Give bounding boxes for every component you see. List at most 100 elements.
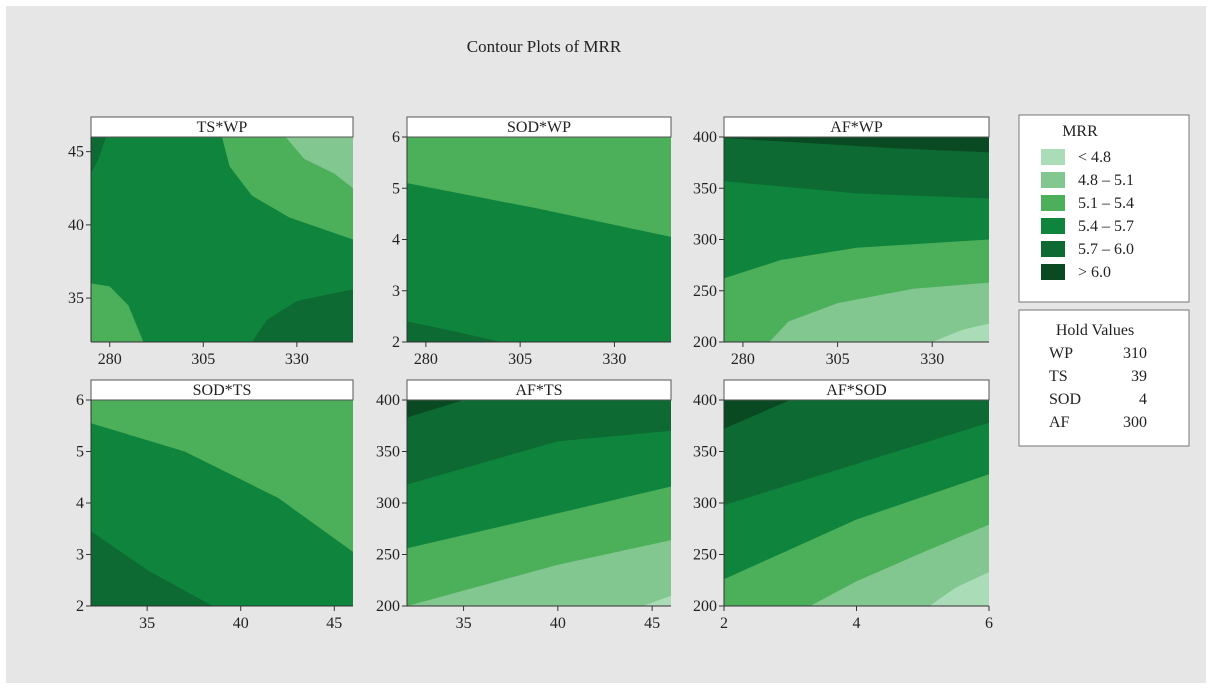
panel-af-sod: AF*SOD 2 4 6 200 250 300 350 400 bbox=[693, 379, 993, 632]
legend-label: 4.8 – 5.1 bbox=[1078, 172, 1134, 189]
hold-values-title: Hold Values bbox=[1056, 322, 1134, 339]
legend-label: 5.4 – 5.7 bbox=[1078, 218, 1134, 235]
hold-value-name: WP bbox=[1049, 345, 1073, 362]
legend: MRR < 4.8 4.8 – 5.1 5.1 – 5.4 5.4 – 5.7 5.7 … bbox=[1018, 114, 1190, 303]
contour-region bbox=[91, 137, 106, 174]
y-tick-label: 2 bbox=[76, 598, 84, 615]
x-tick-label: 6 bbox=[985, 615, 993, 632]
y-tick-label: 250 bbox=[693, 547, 717, 564]
panel-title: SOD*TS bbox=[193, 382, 252, 399]
contour-region bbox=[91, 283, 144, 342]
hold-value-number: 310 bbox=[1123, 345, 1147, 362]
chart-title: Contour Plots of MRR bbox=[467, 37, 622, 56]
hold-values-frame bbox=[1018, 309, 1190, 447]
panel-af-wp: AF*WP 280 305 330 200 250 300 350 400 bbox=[693, 116, 990, 368]
legend-label: > 6.0 bbox=[1078, 264, 1111, 281]
y-tick-label: 300 bbox=[376, 495, 400, 512]
legend-swatch bbox=[1041, 195, 1065, 211]
hold-value-name: TS bbox=[1049, 368, 1068, 385]
legend-swatch bbox=[1041, 241, 1065, 257]
y-tick-label: 400 bbox=[376, 392, 400, 409]
x-tick-label: 35 bbox=[456, 615, 472, 632]
hold-value-name: AF bbox=[1049, 414, 1070, 431]
panel-title: TS*WP bbox=[197, 119, 248, 136]
contour-region bbox=[251, 289, 353, 342]
panel-title: SOD*WP bbox=[507, 119, 571, 136]
panel-title: AF*WP bbox=[830, 119, 883, 136]
contour-region bbox=[407, 183, 671, 342]
y-tick-label: 35 bbox=[68, 290, 84, 307]
x-tick-label: 305 bbox=[826, 351, 850, 368]
panel-header bbox=[90, 116, 354, 138]
hold-value-number: 39 bbox=[1131, 368, 1147, 385]
y-tick-label: 4 bbox=[76, 495, 84, 512]
hold-values-rows: WP 310 TS 39 SOD 4 AF 300 bbox=[1049, 345, 1147, 431]
y-tick-label: 400 bbox=[693, 392, 717, 409]
legend-label: < 4.8 bbox=[1078, 149, 1111, 166]
x-tick-label: 45 bbox=[326, 615, 342, 632]
y-tick-label: 4 bbox=[392, 232, 400, 249]
contour-region bbox=[929, 572, 989, 606]
legend-label: 5.7 – 6.0 bbox=[1078, 241, 1134, 258]
contour-region bbox=[642, 595, 671, 606]
panel-header bbox=[723, 379, 990, 401]
y-tick-label: 250 bbox=[376, 547, 400, 564]
legend-swatch bbox=[1041, 149, 1065, 165]
contour-regions bbox=[91, 137, 353, 342]
y-tick-label: 200 bbox=[693, 334, 717, 351]
y-tick-label: 5 bbox=[76, 444, 84, 461]
legend-entries: < 4.8 4.8 – 5.1 5.1 – 5.4 5.4 – 5.7 5.7 – 6.… bbox=[1041, 149, 1134, 281]
contour-region bbox=[810, 524, 989, 606]
panel-ts-wp: TS*WP 280 305 330 35 40 45 bbox=[68, 116, 354, 368]
contour-region bbox=[407, 540, 671, 606]
x-tick-label: 45 bbox=[644, 615, 660, 632]
y-tick-label: 200 bbox=[693, 598, 717, 615]
hold-value-number: 300 bbox=[1123, 414, 1147, 431]
contour-region bbox=[91, 423, 353, 606]
legend-swatch bbox=[1041, 218, 1065, 234]
contour-region bbox=[91, 531, 213, 606]
contour-regions bbox=[407, 400, 671, 606]
hold-values-box: Hold Values WP 310 TS 39 SOD 4 AF 300 bbox=[1018, 309, 1190, 447]
x-tick-label: 280 bbox=[414, 351, 438, 368]
contour-region bbox=[932, 323, 989, 342]
x-tick-label: 40 bbox=[550, 615, 566, 632]
legend-title: MRR bbox=[1062, 123, 1098, 140]
y-tick-label: 45 bbox=[68, 144, 84, 161]
contour-regions bbox=[724, 137, 989, 342]
y-tick-label: 3 bbox=[76, 547, 84, 564]
y-tick-label: 350 bbox=[693, 444, 717, 461]
x-tick-label: 330 bbox=[602, 351, 626, 368]
legend-swatch bbox=[1041, 264, 1065, 280]
x-tick-label: 305 bbox=[191, 351, 215, 368]
panel-sod-wp: SOD*WP 280 305 330 2 3 4 5 6 bbox=[392, 116, 672, 368]
contour-regions bbox=[407, 137, 671, 342]
y-tick-label: 6 bbox=[76, 392, 84, 409]
panel-header bbox=[723, 116, 990, 138]
contour-region bbox=[407, 321, 502, 342]
y-tick-label: 3 bbox=[392, 283, 400, 300]
y-tick-label: 40 bbox=[68, 217, 84, 234]
x-tick-label: 330 bbox=[285, 351, 309, 368]
y-tick-label: 5 bbox=[392, 180, 400, 197]
legend-swatch bbox=[1041, 172, 1065, 188]
y-tick-label: 350 bbox=[693, 180, 717, 197]
contour-regions bbox=[724, 400, 989, 606]
panel-header bbox=[406, 116, 672, 138]
hold-value-number: 4 bbox=[1139, 391, 1147, 408]
contour-region bbox=[769, 282, 989, 342]
x-tick-label: 280 bbox=[731, 351, 755, 368]
y-tick-label: 2 bbox=[392, 334, 400, 351]
x-tick-label: 330 bbox=[920, 351, 944, 368]
x-tick-label: 305 bbox=[508, 351, 532, 368]
panel-title: AF*TS bbox=[515, 382, 562, 399]
y-tick-label: 250 bbox=[693, 283, 717, 300]
y-tick-label: 300 bbox=[693, 495, 717, 512]
y-tick-label: 300 bbox=[693, 232, 717, 249]
legend-label: 5.1 – 5.4 bbox=[1078, 195, 1134, 212]
panel-header bbox=[406, 379, 672, 401]
panel-title: AF*SOD bbox=[826, 382, 886, 399]
